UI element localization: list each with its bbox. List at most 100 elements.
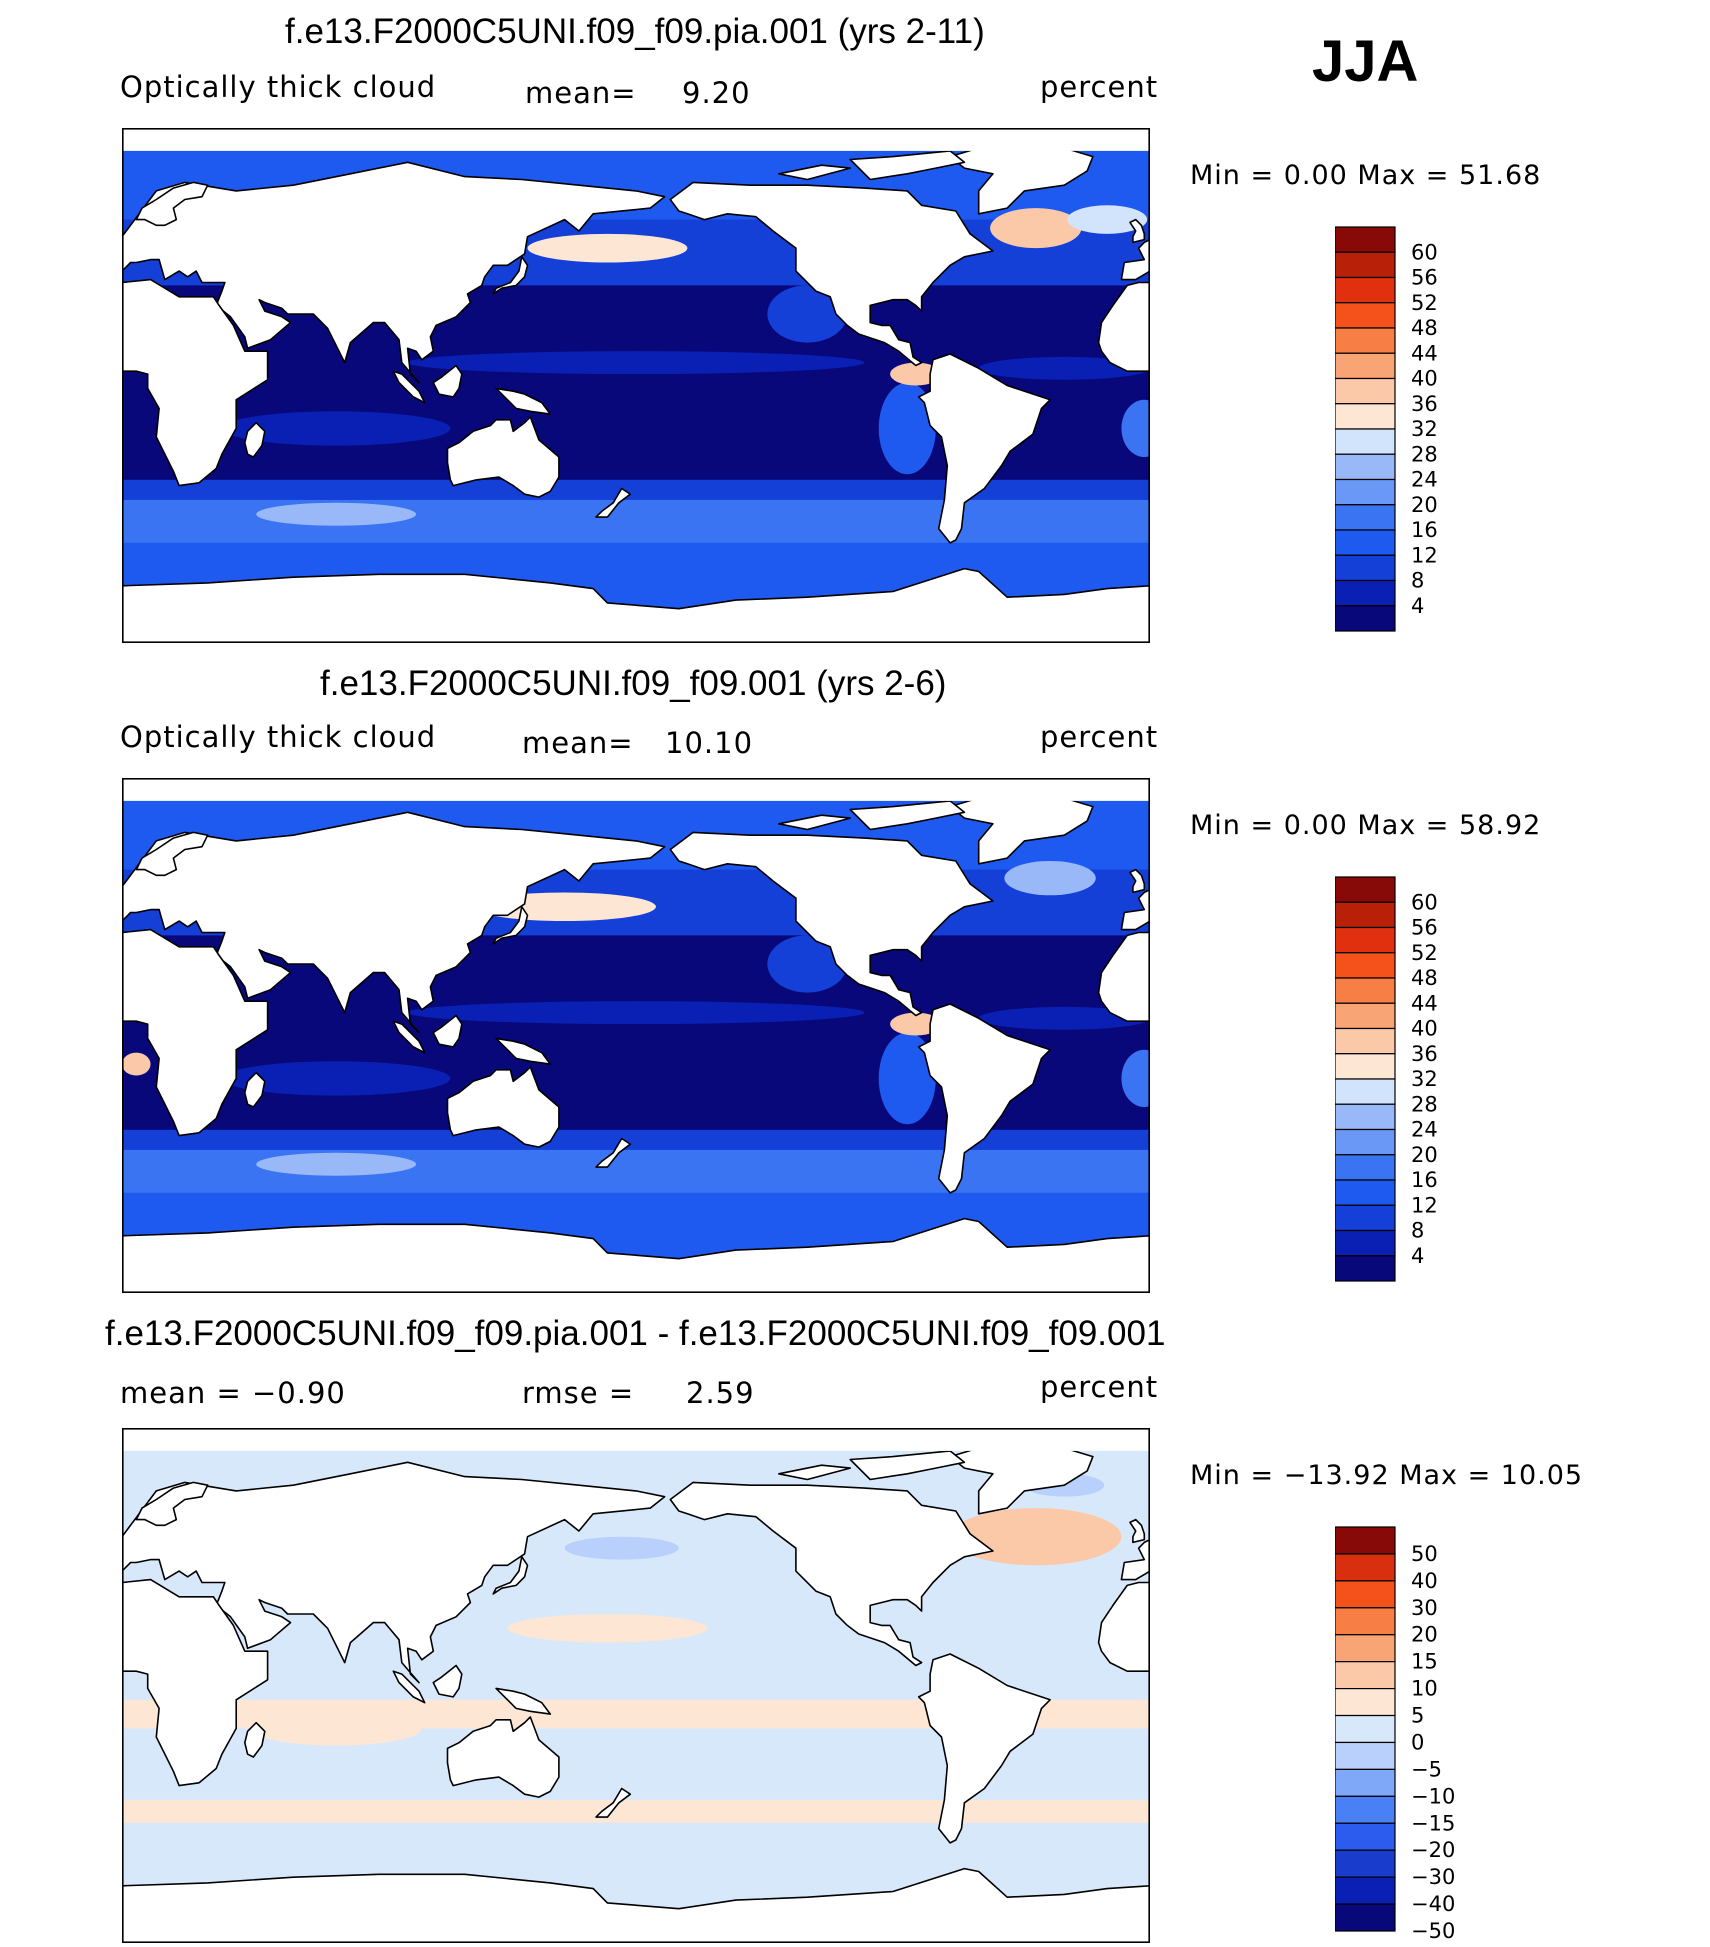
panel-1-map-landmass-arctic2 <box>849 150 966 181</box>
panel-3-title: f.e13.F2000C5UNI.f09_f09.pia.001 - f.e13… <box>105 1314 1166 1353</box>
panel-1-map-california-stratocumulus <box>767 285 848 343</box>
panel-2-colorbar-color-box <box>1335 901 1396 929</box>
panel-3-colorbar-tick-label: 0 <box>1411 1730 1424 1754</box>
panel-2-map-landmass-arctic1 <box>778 814 851 831</box>
panel-1-colorbar-tick-label: 56 <box>1411 266 1438 290</box>
panel-1-mean-label: mean= <box>525 76 637 110</box>
panel-3-min-max: Min = −13.92 Max = 10.05 <box>1190 1460 1584 1491</box>
panel-3-colorbar-tick-label: −15 <box>1411 1811 1455 1835</box>
panel-2-map-landmass-arctic2 <box>849 800 966 831</box>
panel-3-colorbar-tick-label: 5 <box>1411 1704 1424 1728</box>
panel-2-colorbar-color-box <box>1335 977 1396 1004</box>
panel-1-map-landmass-europe-w <box>1120 238 1150 281</box>
panel-1-colorbar-color-box <box>1335 377 1396 405</box>
panel-3-colorbar-color-box <box>1335 1795 1396 1824</box>
panel-3-colorbar-color-box <box>1335 1741 1396 1770</box>
panel-2-colorbar-color-box <box>1335 1053 1396 1080</box>
panel-2-map <box>122 778 1150 1293</box>
panel-2-map-frame <box>122 778 1150 1293</box>
panel-1-colorbar-color-box <box>1335 579 1396 607</box>
panel-3-map-landmass-sumatra <box>392 1670 426 1704</box>
panel-3-map-landmass-arctic2 <box>849 1450 966 1481</box>
panel-1-map-panama-bight <box>890 362 942 386</box>
panel-2-colorbar-color-box <box>1335 1027 1396 1055</box>
panel-3-map-landmass-north-america <box>669 1481 994 1667</box>
panel-3-map-landmass-australia <box>446 1716 560 1798</box>
panel-1-min-max: Min = 0.00 Max = 51.68 <box>1190 160 1542 191</box>
panel-3-map-landmass-newzealand <box>595 1787 632 1818</box>
panel-1-colorbar-color-box <box>1335 302 1396 329</box>
panel-1-map-itcz-pacific <box>407 351 865 375</box>
panel-2-map-landmass-australia <box>446 1066 560 1148</box>
panel-2-map-angola-maximum <box>122 1052 151 1076</box>
panel-1-colorbar-tick-label: 36 <box>1411 392 1438 416</box>
panel-1-map-north-atlantic-maximum <box>990 208 1082 249</box>
panel-2-colorbar-tick-label: 40 <box>1411 1017 1438 1041</box>
panel-1-colorbar-tick-label: 52 <box>1411 291 1438 315</box>
panel-3-colorbar-tick-label: −20 <box>1411 1838 1455 1862</box>
panel-1-map-landmass-borneo <box>432 364 463 398</box>
panel-2-colorbar-tick-label: 52 <box>1411 941 1438 965</box>
panel-2-map-landmass-scandinavia <box>135 831 209 877</box>
panel-3-map-landmass-eurasia <box>122 1461 666 1684</box>
panel-3-map-landmass-newguinea <box>495 1687 552 1715</box>
panel-1-colorbar-color-box <box>1335 251 1396 279</box>
panel-2-mean-value: 10.10 <box>665 726 754 760</box>
panel-1-map-landmass-eurasia <box>122 161 666 384</box>
panel-2-colorbar-color-box <box>1335 1204 1396 1232</box>
panel-1-map-landmass-arctic1 <box>778 164 851 181</box>
panel-1-colorbar-tick-label: 60 <box>1411 240 1438 264</box>
panel-1-map-landmass-newzealand <box>595 487 632 518</box>
panel-2-map-itcz-atlantic <box>978 1006 1150 1030</box>
panel-2-map-landmass-north-america <box>669 831 994 1017</box>
panel-1-title: f.e13.F2000C5UNI.f09_f09.pia.001 (yrs 2-… <box>285 12 985 51</box>
panel-2-colorbar-color-box <box>1335 1078 1396 1105</box>
panel-3-colorbar-color-box <box>1335 1876 1396 1905</box>
panel-1-map-landmass-madagascar <box>244 421 266 458</box>
panel-2-colorbar-tick-label: 36 <box>1411 1042 1438 1066</box>
panel-2-map-landmass-africa <box>122 928 269 1137</box>
panel-1-colorbar-color-box <box>1335 327 1396 354</box>
panel-1-map-frame <box>122 128 1150 643</box>
panel-3-map-landmass-south-america <box>917 1653 1051 1844</box>
panel-3-map-north-pacific-negative <box>564 1536 679 1560</box>
panel-3-colorbar-tick-label: 50 <box>1411 1542 1438 1566</box>
panel-2-colorbar-tick-label: 12 <box>1411 1193 1438 1217</box>
panel-1-mean-value: 9.20 <box>682 76 751 110</box>
panel-2-colorbar-tick-label: 28 <box>1411 1092 1438 1116</box>
panel-3-map-north-atlantic-positive <box>950 1508 1122 1566</box>
panel-1-map-landmass-africa-west <box>1097 281 1150 372</box>
panel-1-colorbar-tick-label: 12 <box>1411 543 1438 567</box>
panel-2-map-landmass-japan <box>492 906 529 945</box>
panel-1-map-north-pacific-maximum <box>527 233 688 263</box>
panel-2-variable-label: Optically thick cloud <box>120 720 437 754</box>
panel-2-units: percent <box>1040 720 1159 754</box>
panel-2-colorbar-tick-label: 16 <box>1411 1168 1438 1192</box>
panel-3-colorbar-color-box <box>1335 1849 1396 1878</box>
panel-3-colorbar-tick-label: 10 <box>1411 1677 1438 1701</box>
panel-1-colorbar-color-box <box>1335 504 1396 531</box>
panel-3-colorbar-color-box <box>1335 1634 1396 1663</box>
panel-2-colorbar-tick-label: 32 <box>1411 1067 1438 1091</box>
panel-2-colorbar-color-box <box>1335 952 1396 979</box>
panel-2-map-landmass-newzealand <box>595 1137 632 1168</box>
panel-1-map-peru-stratocumulus <box>878 382 936 475</box>
panel-2-colorbar-tick-label: 8 <box>1411 1219 1424 1243</box>
panel-3-map-landmass-madagascar <box>244 1721 266 1758</box>
panel-3-map-north-pacific-positive <box>507 1613 708 1643</box>
panel-3-colorbar-color-box <box>1335 1903 1396 1932</box>
panel-1-map-itcz-atlantic <box>978 356 1150 380</box>
panel-3-rmse-value: 2.59 <box>686 1376 755 1410</box>
panel-3-map-landmass-antarctica <box>122 1867 1150 1943</box>
panel-2-map-southern-ocean-maximum <box>256 1152 417 1176</box>
panel-3-colorbar-tick-label: 15 <box>1411 1650 1438 1674</box>
panel-1-map-landmass-south-america <box>917 353 1051 544</box>
panel-2-colorbar-tick-label: 24 <box>1411 1118 1438 1142</box>
panel-3-colorbar-tick-label: −40 <box>1411 1892 1455 1916</box>
panel-1-colorbar-color-box <box>1335 478 1396 506</box>
panel-2-map-namibia-stratocumulus <box>1121 1049 1150 1108</box>
panel-1-colorbar-tick-label: 20 <box>1411 493 1438 517</box>
panel-2-map-itcz-pacific <box>407 1001 865 1025</box>
panel-3-map-landmass-japan <box>492 1556 529 1595</box>
